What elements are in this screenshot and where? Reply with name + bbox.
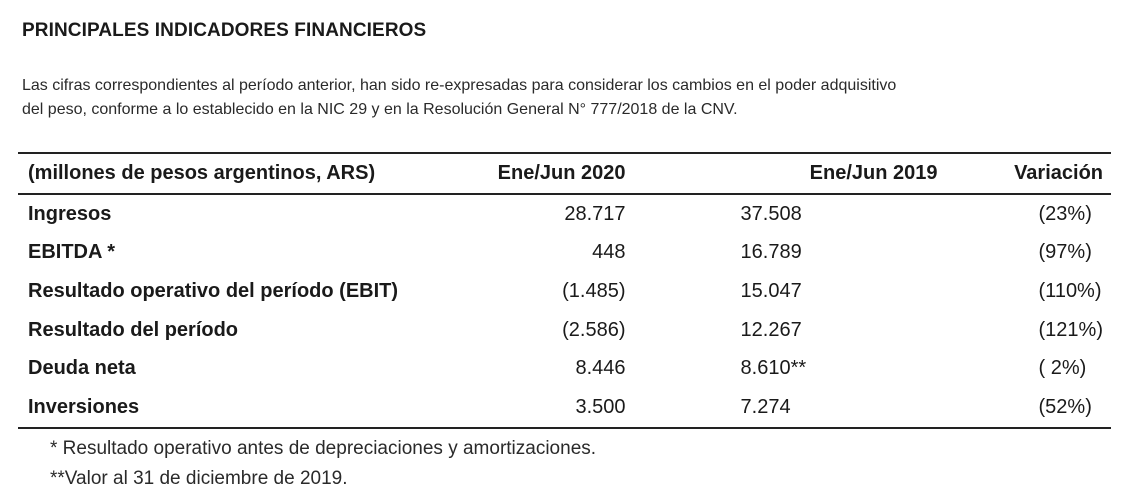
row-variation: (23%) [1038,202,1092,225]
intro-paragraph: Las cifras correspondientes al período a… [22,74,1112,122]
table-row: Ingresos 28.717 37.508 (23%) [18,194,1111,234]
indicators-table: (millones de pesos argentinos, ARS) Ene/… [18,152,1111,429]
row-variation: (97%) [1038,241,1092,264]
row-label: Resultado del período [28,318,239,341]
intro-line: Las cifras correspondientes al período a… [22,77,897,94]
row-label: EBITDA * [28,241,116,264]
header-variation: Variación [1014,162,1103,184]
row-value-2020: 8.446 [575,357,626,380]
row-variation: ( 2%) [1038,357,1087,380]
header-2019: Ene/Jun 2019 [809,162,938,184]
table-row: Deuda neta 8.446 8.610** ( 2%) [18,349,1111,388]
header-2020: Ene/Jun 2020 [497,162,626,184]
row-label: Deuda neta [28,357,136,380]
footnotes: * Resultado operativo antes de depreciac… [50,434,596,494]
row-variation: (121%) [1038,318,1103,341]
row-value-2019: 7.274 [740,395,791,418]
table-row: Resultado operativo del período (EBIT) (… [18,272,1111,311]
row-value-2019: 12.267 [740,318,802,341]
intro-line: del peso, conforme a lo establecido en l… [22,101,738,118]
row-value-2019: 15.047 [740,279,802,302]
page-title: PRINCIPALES INDICADORES FINANCIEROS [22,20,427,41]
table-row: EBITDA * 448 16.789 (97%) [18,234,1111,273]
row-value-2020: 28.717 [564,202,626,225]
table-header-row: (millones de pesos argentinos, ARS) Ene/… [18,153,1111,194]
footnote-debt: **Valor al 31 de diciembre de 2019. [50,468,348,489]
row-variation: (110%) [1038,279,1102,302]
row-value-2019: 37.508 [740,202,802,225]
row-label: Ingresos [28,202,112,225]
row-value-2020: (2.586) [562,318,626,341]
row-label: Inversiones [28,395,140,418]
row-value-2020: (1.485) [562,279,626,302]
row-value-2019: 8.610** [740,357,807,380]
table-row: Inversiones 3.500 7.274 (52%) [18,388,1111,428]
footnote-ebitda: * Resultado operativo antes de depreciac… [50,438,597,459]
financial-indicators-table: (millones de pesos argentinos, ARS) Ene/… [18,152,1111,429]
row-value-2020: 448 [592,241,626,264]
row-label: Resultado operativo del período (EBIT) [28,279,399,302]
row-variation: (52%) [1038,395,1092,418]
row-value-2019: 16.789 [740,241,802,264]
row-value-2020: 3.500 [575,395,626,418]
table-row: Resultado del período (2.586) 12.267 (12… [18,311,1111,350]
header-label: (millones de pesos argentinos, ARS) [28,162,376,184]
